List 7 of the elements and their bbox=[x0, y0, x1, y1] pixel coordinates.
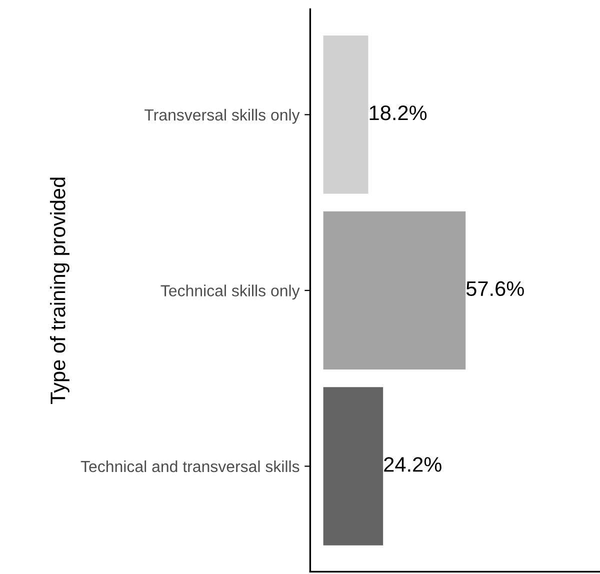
y-tick-label: Transversal skills only bbox=[144, 108, 300, 124]
y-tick-label: Technical skills only bbox=[160, 284, 300, 300]
data-label: 24.2% bbox=[384, 457, 442, 472]
y-axis-title: Type of training provided bbox=[50, 178, 70, 404]
y-tick-label: Technical and transversal skills bbox=[80, 460, 300, 472]
data-label: 57.6% bbox=[466, 281, 524, 296]
data-label: 18.2% bbox=[370, 105, 427, 120]
